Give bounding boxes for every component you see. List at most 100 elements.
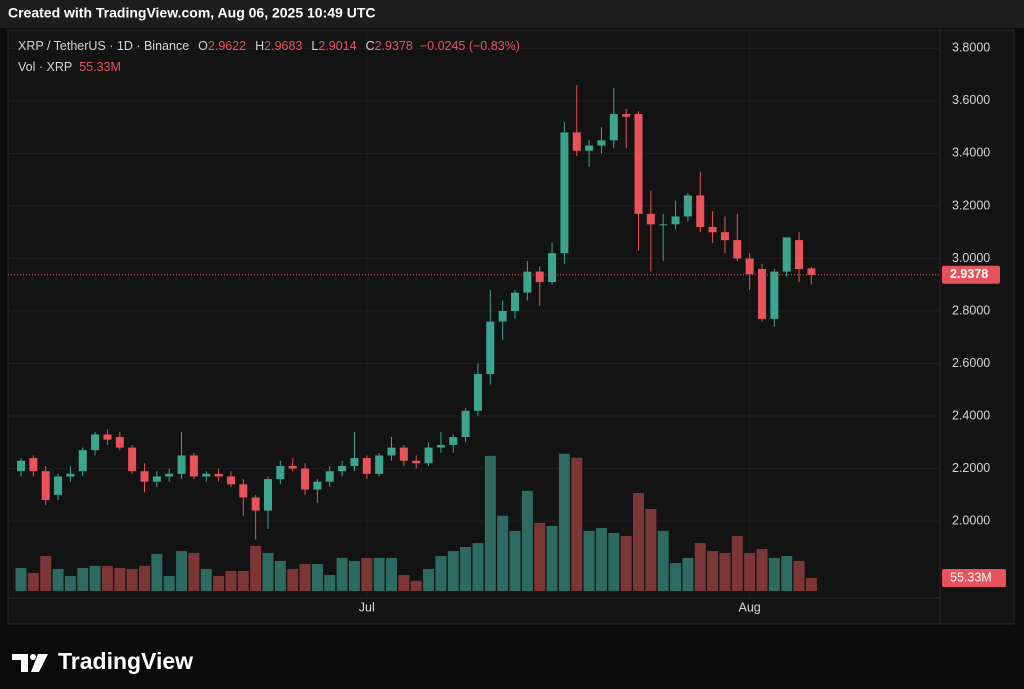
last-price-label: 2.9378 [950, 267, 988, 281]
volume-legend-line: Vol · XRP 55.33M [18, 60, 121, 74]
candle-body [103, 434, 112, 440]
volume-bar [139, 565, 150, 591]
volume-bar [744, 552, 756, 591]
volume-bar [670, 563, 682, 591]
candle-body [745, 258, 754, 275]
candle-body [78, 450, 87, 472]
legend-text: XRP / TetherUS · 1D · Binance [18, 39, 189, 53]
legend-line: XRP / TetherUS · 1D · Binance O2.9622 H 2.9… [18, 39, 520, 53]
y-tick-label: 2.6000 [952, 356, 990, 370]
candle-body [288, 465, 297, 469]
candle-body [350, 458, 359, 466]
candle-body [572, 132, 581, 151]
volume-bar [151, 553, 163, 591]
volume-bar [386, 557, 397, 591]
volume-bar [707, 551, 719, 591]
volume-bar [558, 453, 570, 591]
volume-bar [361, 557, 373, 591]
legend-text: H [255, 39, 264, 53]
volume-bar [694, 543, 706, 591]
candle-body [399, 447, 408, 461]
candle-body [29, 458, 38, 472]
volume-bar [163, 575, 175, 591]
y-tick-label: 3.8000 [952, 41, 990, 55]
y-tick-label: 3.4000 [952, 146, 990, 160]
candle-body [276, 465, 285, 480]
volume-bar [608, 532, 620, 591]
volume-bar [534, 522, 546, 591]
brand-logo: TradingView [12, 648, 193, 674]
volume-bar [521, 490, 533, 591]
candle-body [202, 473, 211, 477]
candle-body [622, 114, 631, 117]
candle-body [189, 455, 198, 477]
candle-body [436, 444, 445, 448]
volume-bar [27, 572, 39, 591]
volume-bar [64, 575, 76, 591]
candle-body [758, 268, 766, 319]
volume-bar [126, 568, 138, 591]
legend-text: 2.9622 [208, 39, 246, 53]
candle-body [375, 455, 384, 474]
volume-bar [682, 557, 694, 591]
volume-bar [620, 536, 632, 591]
volume-bar [435, 555, 447, 591]
candle-body [17, 460, 25, 472]
candle-body [91, 434, 100, 451]
y-tick-label: 2.8000 [952, 303, 990, 317]
volume-bar [225, 571, 237, 591]
x-tick-label: Jul [359, 600, 375, 614]
candle-body [424, 447, 433, 464]
candle-body [523, 271, 532, 293]
candle-body [301, 468, 310, 490]
candle-body [535, 271, 544, 283]
volume-bar [781, 555, 793, 591]
volume-bar [497, 515, 509, 591]
legend-text: C [366, 39, 375, 53]
candle-body [226, 476, 235, 485]
volume-bar [40, 555, 52, 591]
y-tick-label: 3.6000 [952, 93, 990, 107]
volume-bar [571, 457, 583, 591]
volume-bar [793, 560, 805, 591]
volume-bar [410, 580, 422, 591]
candle-body [461, 410, 470, 438]
volume-bar [324, 575, 336, 591]
logo-dot [30, 654, 36, 660]
volume-bar [101, 565, 113, 591]
candle-body [597, 140, 606, 146]
last-volume-label: 55.33M [950, 570, 992, 584]
candle-body [140, 471, 149, 482]
legend-text: Vol · XRP [18, 60, 72, 74]
candle-body [115, 437, 124, 448]
volume-bar [237, 571, 249, 591]
volume-bar [299, 563, 311, 591]
candle-body [264, 479, 272, 511]
y-tick-label: 2.4000 [952, 408, 990, 422]
logo-mark [12, 654, 28, 672]
candle-body [609, 114, 618, 141]
candle-body [720, 232, 729, 241]
candle-body [634, 114, 643, 214]
candle-body [782, 237, 791, 272]
y-tick-label: 2.0000 [952, 513, 990, 527]
volume-bar [52, 568, 64, 591]
volume-bar [274, 560, 286, 591]
volume-bar [398, 575, 410, 591]
volume-bar [262, 552, 274, 591]
volume-bar [373, 557, 385, 591]
candle-body [770, 271, 779, 319]
volume-bar [89, 565, 101, 591]
volume-bar [423, 568, 435, 591]
legend-text: O [198, 39, 208, 53]
legend-text: 2.9014 [318, 39, 356, 53]
volume-bar [719, 552, 731, 591]
caption: Created with TradingView.com, Aug 06, 20… [8, 5, 376, 21]
x-tick-label: Aug [739, 600, 761, 614]
candle-body [449, 437, 458, 445]
volume-bar [311, 563, 323, 591]
candle-body [362, 458, 371, 474]
volume-bar [15, 567, 27, 591]
candle-body [696, 195, 705, 227]
